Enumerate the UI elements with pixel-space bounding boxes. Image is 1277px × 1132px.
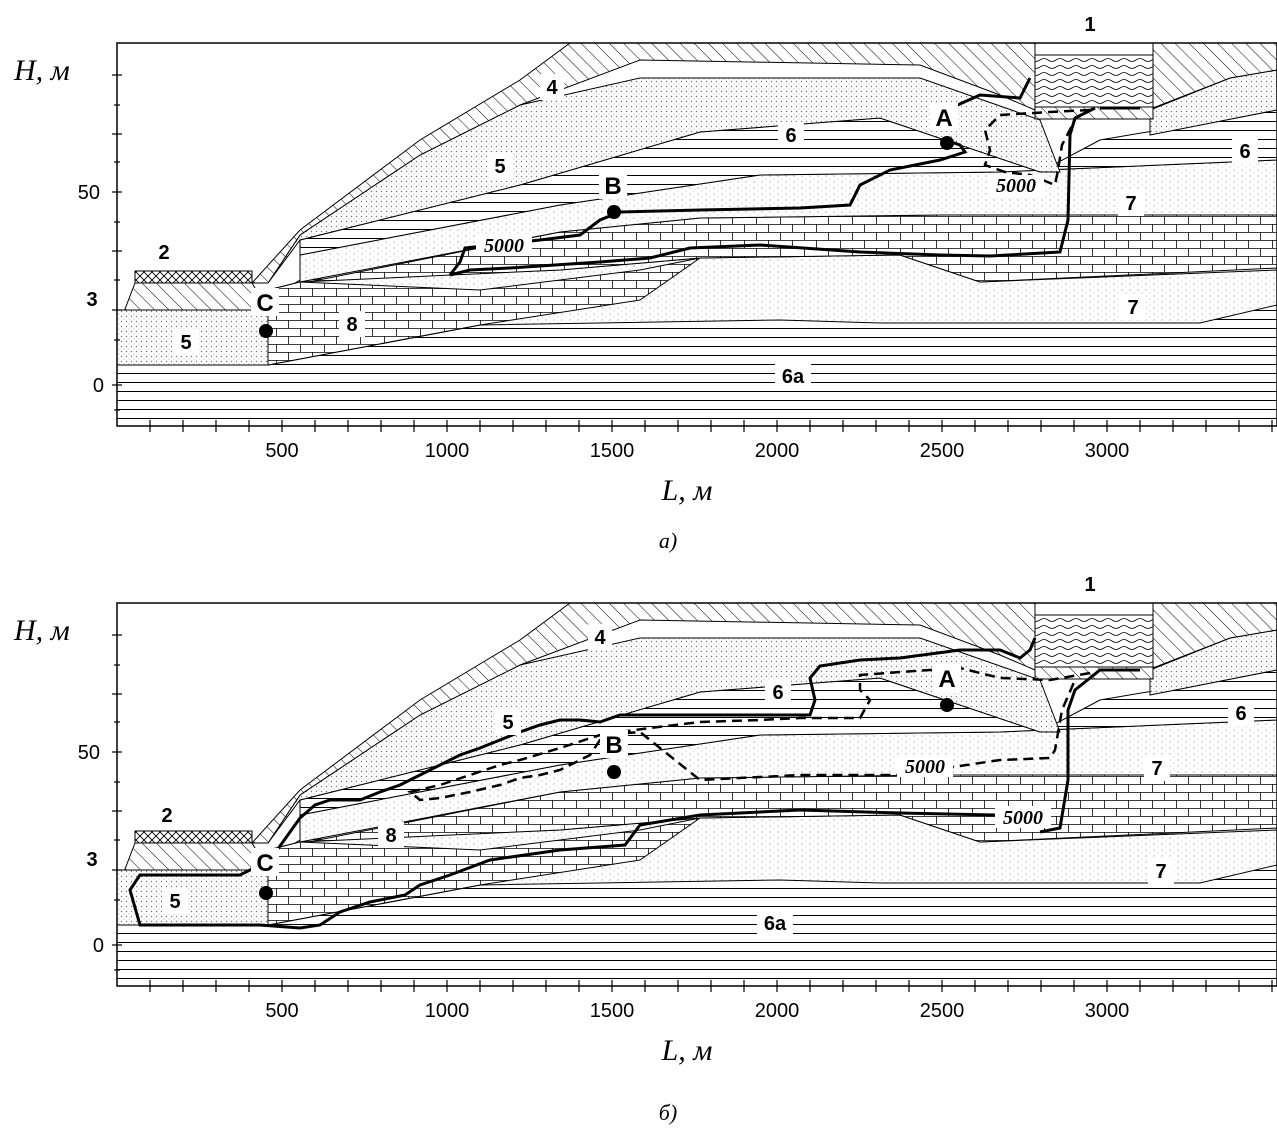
panel-b-point-a-label: A <box>938 666 955 693</box>
panel-b-caption: б) <box>659 1100 677 1125</box>
panel-a-layer-7-label: 7 <box>1125 193 1136 215</box>
panel-b-point-b-marker <box>607 765 621 779</box>
panel-a-layer-7-lower-label: 7 <box>1127 297 1138 319</box>
panel-b-x-tick-2000: 2000 <box>755 1000 800 1022</box>
panel-b-layer-3-label: 3 <box>86 849 97 871</box>
panel-b-layer-7-label: 7 <box>1151 758 1162 780</box>
panel-b-layer-6-label: 6 <box>772 682 783 704</box>
panel-a: 1 4 6 6 5 7 7 8 5 6а 2 3 A B <box>13 13 1277 553</box>
panel-a-layer-8-label: 8 <box>346 314 357 336</box>
panel-b-point-c-label: C <box>256 850 273 877</box>
panel-b-point-a-marker <box>940 698 954 712</box>
panel-b-x-tick-2500: 2500 <box>920 1000 965 1022</box>
panel-a-y-axis-label: H, м <box>13 54 70 87</box>
panel-a-layer-6-right-label: 6 <box>1239 141 1250 163</box>
panel-b-x-tick-3000: 3000 <box>1085 1000 1130 1022</box>
panel-a-y-tick-50: 50 <box>78 182 100 204</box>
panel-a-x-tick-2000: 2000 <box>755 440 800 462</box>
panel-a-layer-2-label: 2 <box>158 242 169 264</box>
panel-b-strata <box>111 602 1277 993</box>
panel-a-x-tick-3000: 3000 <box>1085 440 1130 462</box>
panel-b-layer-6a-label: 6а <box>764 913 787 935</box>
panel-a-layer-5-label: 5 <box>494 156 505 178</box>
panel-b-layer-7-lower-label: 7 <box>1155 861 1166 883</box>
panel-b-layer-2-label: 2 <box>161 805 172 827</box>
panel-a-layer-4-label: 4 <box>546 77 558 99</box>
panel-a-point-a-label: A <box>935 105 952 132</box>
panel-a-strata <box>111 42 1277 433</box>
panel-b-isoline-solid <box>128 637 1140 930</box>
panel-b-layer-1-label: 1 <box>1084 574 1095 596</box>
panel-a-y-tick-0: 0 <box>93 375 104 397</box>
panel-b-isoline-label-2: 5000 <box>1003 807 1043 829</box>
panel-b-layer-5-left-label: 5 <box>169 891 180 913</box>
panel-b-layer-8-label: 8 <box>385 825 396 847</box>
panel-a-layer-6-label: 6 <box>785 125 796 147</box>
panel-b-layer-5-label: 5 <box>502 712 513 734</box>
panel-b: 1 4 6 6 5 7 7 8 5 6а 2 3 A B <box>13 573 1277 1125</box>
panel-a-x-axis-label: L, м <box>661 474 713 507</box>
panel-a-isoline-label-2: 5000 <box>996 175 1036 197</box>
panel-b-layer-4-label: 4 <box>594 627 606 649</box>
panel-b-y-tick-50: 50 <box>78 742 100 764</box>
panel-a-isoline-dashed <box>983 108 1091 187</box>
panel-b-x-tick-1500: 1500 <box>590 1000 635 1022</box>
panel-a-layer-3-label: 3 <box>86 289 97 311</box>
panel-a-point-b-label: B <box>604 173 621 200</box>
panel-b-x-tick-500: 500 <box>265 1000 298 1022</box>
panel-a-isoline-label-1: 5000 <box>484 235 524 257</box>
panel-a-point-a-marker <box>940 136 954 150</box>
panel-b-point-c-marker <box>259 886 273 900</box>
panel-a-point-b-marker <box>607 205 621 219</box>
panel-a-layer-1-label: 1 <box>1084 14 1095 36</box>
panel-b-y-tick-0: 0 <box>93 935 104 957</box>
panel-b-layer-6-right-label: 6 <box>1235 703 1246 725</box>
panel-a-layer-5-left-label: 5 <box>180 332 191 354</box>
panel-a-x-tick-2500: 2500 <box>920 440 965 462</box>
panel-b-isoline-label-1: 5000 <box>905 756 945 778</box>
panel-b-point-b-label: B <box>605 732 622 759</box>
panel-a-labels: 1 4 6 6 5 7 7 8 5 6а 2 3 A B <box>86 13 1258 388</box>
panel-a-x-tick-1000: 1000 <box>425 440 470 462</box>
panel-b-y-axis-label: H, м <box>13 614 70 647</box>
panel-b-x-tick-1000: 1000 <box>425 1000 470 1022</box>
panel-b-x-axis-label: L, м <box>661 1034 713 1067</box>
panel-a-point-c-label: C <box>256 290 273 317</box>
panel-b-labels: 1 4 6 6 5 7 7 8 5 6а 2 3 A B <box>86 573 1254 935</box>
panel-a-x-tick-500: 500 <box>265 440 298 462</box>
panel-a-layer-6a-label: 6а <box>782 366 805 388</box>
panel-a-point-c-marker <box>259 324 273 338</box>
panel-a-caption: а) <box>659 528 677 553</box>
panel-a-x-tick-1500: 1500 <box>590 440 635 462</box>
panel-b-isoline-dashed <box>407 666 1091 802</box>
